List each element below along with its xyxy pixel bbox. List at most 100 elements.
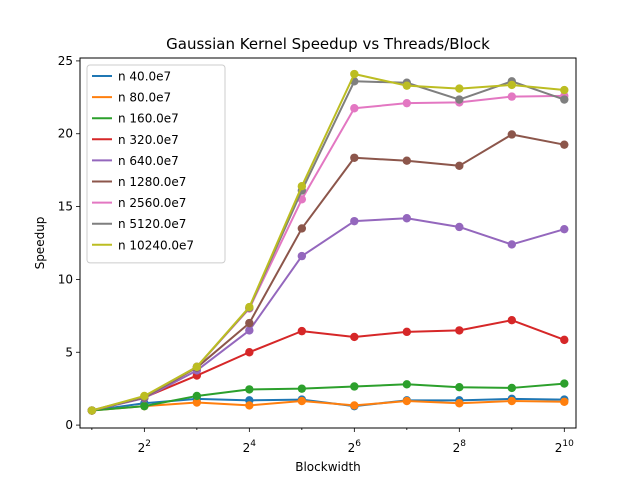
series-line: [91, 217, 565, 412]
chart-title: Gaussian Kernel Speedup vs Threads/Block: [166, 35, 490, 53]
data-point: [140, 391, 149, 401]
x-axis-label: Blockwidth: [295, 460, 361, 474]
data-point: [402, 98, 412, 108]
y-tick-label: 20: [58, 127, 73, 141]
data-point: [245, 302, 254, 312]
data-point: [507, 316, 517, 325]
data-point: [192, 391, 202, 401]
y-axis-label: Speedup: [33, 217, 47, 270]
data-point: [297, 251, 307, 261]
legend-label: n 80.0e7: [118, 91, 171, 105]
legend-label: n 640.0e7: [118, 154, 179, 168]
x-tick-label: 28: [453, 439, 467, 455]
data-point: [560, 397, 569, 406]
data-point: [402, 380, 412, 389]
x-tick-label: 210: [555, 439, 574, 455]
data-point: [560, 379, 569, 388]
series-2: [87, 396, 569, 415]
legend-item: n 5120.0e7: [92, 217, 186, 231]
data-point: [402, 396, 412, 406]
legend-item: n 640.0e7: [92, 154, 179, 168]
legend-label: n 10240.0e7: [118, 238, 194, 252]
data-point: [507, 383, 517, 393]
legend: n 40.0e7 n 80.0e7 n 160.0e7 n 320.0e7 n 640.…: [86, 64, 226, 264]
data-point: [192, 398, 202, 407]
data-point: [455, 399, 464, 408]
y-axis: 0 5 10 15 20 25: [58, 54, 80, 432]
series-line: [91, 319, 565, 412]
data-point: [402, 81, 412, 90]
data-point: [455, 222, 464, 232]
data-point: [350, 332, 359, 342]
series-9: [87, 69, 569, 415]
x-tick-label: 24: [243, 439, 257, 455]
x-tick-label: 22: [138, 439, 151, 455]
data-point: [297, 384, 307, 393]
data-point: [455, 383, 464, 392]
data-point: [350, 153, 359, 162]
data-point: [455, 161, 464, 170]
data-point: [350, 104, 359, 113]
series-3: [87, 379, 569, 415]
data-point: [297, 326, 307, 336]
x-tick-label: 26: [348, 439, 362, 455]
data-point: [560, 140, 569, 149]
series-line: [91, 382, 565, 412]
legend-label: n 1280.0e7: [118, 175, 186, 189]
data-point: [455, 95, 464, 104]
data-point: [560, 85, 569, 95]
legend-item: n 320.0e7: [92, 133, 179, 147]
data-point: [402, 327, 412, 337]
legend-item: n 160.0e7: [92, 112, 179, 126]
legend-label: n 5120.0e7: [118, 217, 186, 231]
data-point: [507, 130, 517, 139]
data-point: [402, 214, 412, 223]
data-point: [87, 406, 97, 415]
series-layer: [87, 69, 569, 415]
data-point: [507, 240, 517, 249]
data-point: [507, 80, 517, 90]
legend-item: n 2560.0e7: [92, 196, 186, 210]
data-point: [245, 401, 254, 410]
data-point: [455, 326, 464, 335]
data-point: [297, 224, 307, 233]
data-point: [245, 385, 254, 394]
legend-item: n 10240.0e7: [92, 238, 194, 252]
data-point: [245, 326, 254, 335]
y-tick-label: 10: [58, 272, 73, 286]
data-point: [245, 348, 254, 357]
data-point: [507, 92, 517, 101]
data-point: [140, 401, 149, 411]
legend-item: n 1280.0e7: [92, 175, 186, 189]
data-point: [350, 382, 359, 391]
legend-label: n 320.0e7: [118, 133, 179, 147]
legend-item: n 80.0e7: [92, 91, 171, 105]
data-point: [245, 318, 254, 328]
data-point: [560, 224, 569, 234]
data-point: [560, 95, 569, 104]
axes-frame: [79, 57, 577, 429]
data-point: [560, 335, 569, 345]
legend-label: n 160.0e7: [118, 112, 179, 126]
series-line: [91, 400, 565, 412]
data-point: [297, 396, 307, 406]
data-point: [455, 84, 464, 93]
y-tick-label: 5: [65, 345, 73, 359]
y-tick-label: 15: [58, 200, 73, 214]
data-point: [507, 396, 517, 406]
data-point: [402, 156, 412, 165]
data-point: [297, 181, 307, 191]
y-tick-label: 0: [65, 418, 73, 432]
x-axis: 22 24 26 28 210: [91, 428, 574, 455]
legend-label: n 40.0e7: [118, 70, 171, 84]
data-point: [350, 69, 359, 79]
data-point: [192, 362, 202, 372]
legend-label: n 2560.0e7: [118, 196, 186, 210]
data-point: [350, 401, 359, 410]
y-tick-label: 25: [58, 54, 73, 68]
series-5: [87, 214, 569, 415]
legend-item: n 40.0e7: [92, 70, 171, 84]
legend-box: [86, 64, 226, 264]
series-line: [91, 73, 565, 412]
